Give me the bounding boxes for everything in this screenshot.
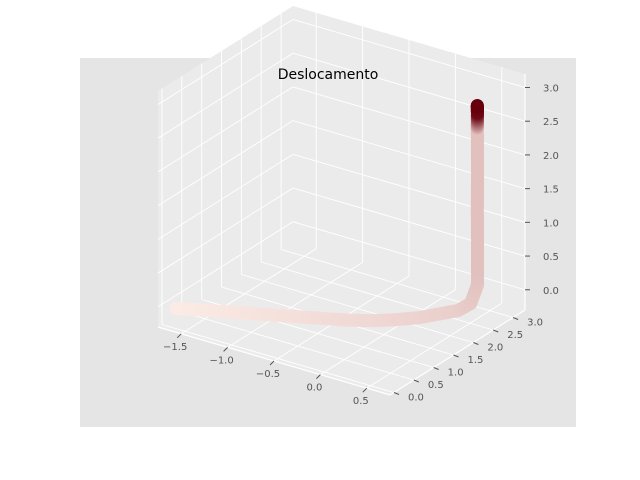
grid-line-x-floor: [320, 289, 456, 375]
data-points: [169, 99, 484, 328]
grid-line-y-floor: [161, 324, 395, 393]
grid-line-z-side: [157, 86, 294, 173]
z-tick-label: 2.0: [543, 151, 559, 162]
y-tick-mark: [473, 342, 479, 345]
x-tick-mark: [362, 387, 368, 393]
data-point: [470, 99, 484, 112]
x-tick-label: 0.5: [353, 396, 369, 407]
z-tick-label: 0.5: [543, 252, 559, 263]
z-tick-label: 2.5: [543, 117, 559, 128]
y-tick-label: 2.5: [507, 330, 523, 341]
x-tick-mark: [176, 333, 182, 339]
grid-line-z-side: [157, 19, 294, 105]
y-tick-mark: [413, 379, 420, 383]
z-tick-label: 1.0: [543, 218, 559, 229]
z-axis-ticks: 0.0 0.5 1.0 1.5 2.0 2.5 3.0: [525, 83, 559, 297]
z-tick-label: 0.0: [543, 286, 559, 297]
grid-line-z-back: [292, 187, 526, 257]
x-tick-label: −1.5: [163, 342, 187, 353]
axes-panes: [158, 6, 525, 395]
x-axis-ticks: −1.5 −1.0 −0.5 0.0 0.5: [163, 333, 369, 407]
grid-line-z-back: [292, 86, 526, 156]
grid-line-z-side: [157, 120, 294, 207]
grid-line-z-side: [157, 153, 294, 240]
grid-line-x-floor: [227, 262, 363, 348]
x-tick-label: −1.0: [209, 355, 233, 366]
grid-line-x-floor: [180, 248, 317, 335]
y-tick-label: 1.5: [468, 355, 484, 366]
y-axis-ticks: 0.0 0.5 1.0 1.52.0 2.5 3.0: [393, 317, 543, 404]
y-tick-label: 0.5: [428, 380, 444, 391]
grid-line-z-back: [292, 19, 526, 88]
y-tick-label: 0.0: [408, 393, 424, 404]
y-tick-label: 2.0: [487, 343, 503, 354]
y-tick-mark: [512, 317, 519, 320]
x-tick-mark: [316, 374, 321, 379]
grid-line-z-side: [157, 52, 294, 139]
y-tick-mark: [393, 392, 400, 395]
y-tick-label: 3.0: [527, 318, 543, 329]
grid-line-z-side: [157, 187, 294, 274]
side-pane: [158, 6, 293, 327]
z-tick-label: 3.0: [543, 83, 559, 94]
z-tick-label: 1.5: [543, 185, 559, 196]
grid-line-z-back: [292, 120, 526, 190]
y-axis-line: [389, 309, 526, 396]
y-tick-mark: [433, 367, 439, 370]
y-tick-label: 1.0: [448, 368, 464, 379]
x-tick-label: −0.5: [256, 369, 280, 380]
grid-line-z-back: [292, 221, 526, 291]
grid-line-y-floor: [181, 311, 414, 381]
x-tick-mark: [269, 360, 275, 366]
grid-line-x-floor: [366, 302, 503, 389]
y-tick-mark: [453, 354, 459, 358]
grid-line-y-floor: [241, 274, 474, 343]
grid-line-z-back: [292, 153, 526, 223]
grid-line-y-floor: [261, 261, 494, 331]
y-tick-mark: [493, 329, 499, 333]
x-tick-mark: [223, 347, 228, 352]
chart-title: Deslocamento: [278, 67, 379, 83]
x-tick-label: 0.0: [306, 383, 322, 394]
grid-line-z-back: [292, 52, 526, 122]
grid-line-z-side: [157, 221, 294, 308]
